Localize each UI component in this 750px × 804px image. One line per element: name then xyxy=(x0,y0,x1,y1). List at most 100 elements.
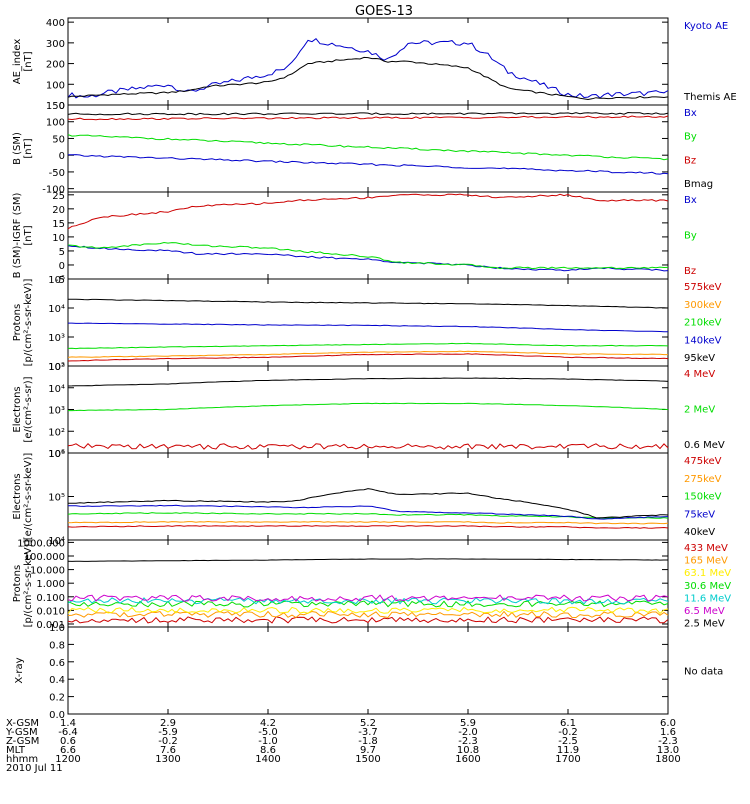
y-tick-label: 1000.000 xyxy=(17,538,65,549)
footer-row-value: 6.6 xyxy=(60,745,76,756)
footer-row-value: -1.0 xyxy=(258,736,278,747)
y-tick-label: 50 xyxy=(52,134,65,145)
footer-row-value: 13.0 xyxy=(657,745,679,756)
footer-row-label: Z-GSM xyxy=(6,736,39,747)
series-line-6-5-mev xyxy=(67,594,669,602)
footer-row-value: 1.4 xyxy=(60,718,76,729)
series-line-275kev xyxy=(67,520,669,525)
legend-label: 433 MeV xyxy=(684,543,728,554)
footer-row-value: 5.9 xyxy=(460,718,476,729)
y-axis-label: Electrons xyxy=(12,473,23,519)
y-tick-label: 10⁵ xyxy=(48,275,65,286)
panel-2: -100 -50 0 50 100 150 B (SM) [nT] Bx By Bz Bmag xyxy=(12,101,713,196)
legend-label: 75keV xyxy=(684,509,715,520)
footer-row-value: -5.9 xyxy=(158,727,178,738)
legend-label: 0.6 MeV xyxy=(684,440,725,451)
legend-label: 300keV xyxy=(684,300,722,311)
chart-title: GOES-13 xyxy=(355,4,413,19)
footer-row-value: 1400 xyxy=(255,754,280,765)
y-axis-label: X-ray xyxy=(14,657,25,683)
panel-5: 10¹ 10² 10³ 10⁴ 10⁵ Electrons [e/(cm²-s-sr)] 4 … xyxy=(12,362,725,460)
y-tick-label: 10⁵ xyxy=(48,362,65,373)
footer-row-label: hhmm xyxy=(6,754,38,765)
series-line-433-mev xyxy=(67,616,669,624)
panel-6: 10⁴ 10⁵ 10⁶ Electrons [e/(cm²-s-sr-keV)] 475k… xyxy=(12,449,722,547)
y-axis-label: [p/(cm²-s-sr-keV)] xyxy=(23,279,34,367)
y-tick-label: 0.8 xyxy=(49,640,65,651)
legend-label: 210keV xyxy=(684,318,722,329)
series-line-by xyxy=(67,134,669,161)
legend-label: 2 MeV xyxy=(684,405,715,416)
y-tick-label: 0 xyxy=(59,261,65,272)
footer-row-value: 8.6 xyxy=(260,745,276,756)
y-tick-label: 0.100 xyxy=(36,593,65,604)
y-tick-label: 400 xyxy=(46,18,65,29)
legend-label: Kyoto AE xyxy=(684,21,728,32)
footer-row-value: -2.3 xyxy=(658,736,678,747)
footer-row-label: Y-GSM xyxy=(5,727,38,738)
footer-row-value: 1600 xyxy=(455,754,480,765)
series-line-bz xyxy=(67,115,669,121)
no-data-note: No data xyxy=(684,667,723,678)
y-axis-label: [nT] xyxy=(23,225,34,245)
y-tick-label: 10¹ xyxy=(48,449,65,460)
legend-label: 140keV xyxy=(684,335,722,346)
footer-row-value: -0.2 xyxy=(158,736,178,747)
footer-row-label: MLT xyxy=(6,745,26,756)
y-tick-label: -100 xyxy=(42,185,65,196)
y-tick-label: -50 xyxy=(49,168,65,179)
y-axis-label: [p/(cm²-s-sr-keV)] xyxy=(23,540,34,628)
panel-1: 0 100 200 300 400 AE_index [nT] Kyoto AE Themis … xyxy=(12,17,737,112)
y-tick-label: 10⁴ xyxy=(48,384,65,395)
y-tick-label: 5 xyxy=(59,247,65,258)
series-line-95kev xyxy=(67,298,669,309)
footer-row-value: 0.6 xyxy=(60,736,76,747)
y-tick-label: 1.000 xyxy=(36,579,65,590)
footer-row-value: -1.8 xyxy=(358,736,378,747)
legend-label: By xyxy=(684,231,697,242)
footer-row-value: -5.0 xyxy=(258,727,278,738)
panel-frame xyxy=(67,191,669,280)
panel-8: 0.0 0.2 0.4 0.6 0.8 1.0 X-ray No data xyxy=(14,623,723,721)
legend-label: 95keV xyxy=(684,353,715,364)
footer-row-value: 1300 xyxy=(155,754,180,765)
y-tick-label: 300 xyxy=(46,39,65,50)
footer-row-value: 6.1 xyxy=(560,718,576,729)
legend-label: 575keV xyxy=(684,282,722,293)
legend-label: 275keV xyxy=(684,474,722,485)
y-tick-label: 0.6 xyxy=(49,658,65,669)
legend-label: 30.6 MeV xyxy=(684,581,731,592)
panel-3: -5 0 5 10 15 20 25 B (SM)-IGRF (SM) [nT] Bx By Bz xyxy=(12,191,697,286)
series-line-210kev xyxy=(67,342,669,350)
y-tick-label: 10 xyxy=(52,233,65,244)
series-line-0-6-mev xyxy=(67,377,669,387)
y-axis-label: AE_index xyxy=(12,39,23,85)
legend-label: 11.6 MeV xyxy=(684,593,731,604)
y-axis-label: [nT] xyxy=(23,138,34,158)
series-line-575kev xyxy=(67,353,669,362)
y-tick-label: 10⁴ xyxy=(48,536,65,547)
footer-row-value: 2.9 xyxy=(160,718,176,729)
footer-row-value: -6.4 xyxy=(58,727,78,738)
legend-label: 63.1 MeV xyxy=(684,568,731,579)
series-line-2-mev xyxy=(68,402,669,412)
legend-label: Bx xyxy=(684,195,697,206)
footer-date: 2010 Jul 11 xyxy=(6,763,63,774)
legend-label: 40keV xyxy=(684,527,715,538)
series-line-2-5-mev xyxy=(67,558,668,562)
y-axis-label: Electrons xyxy=(12,386,23,432)
y-axis-label: [e/(cm²-s-sr-keV)] xyxy=(23,453,34,541)
footer-row-value: -2.0 xyxy=(458,727,478,738)
footer-row-value: -0.2 xyxy=(558,727,578,738)
panel-frame xyxy=(67,278,669,367)
series-line-300kev xyxy=(67,350,668,358)
y-axis-label: B (SM)-IGRF (SM) xyxy=(12,193,23,279)
y-tick-label: 0.4 xyxy=(49,675,65,686)
legend-label: 150keV xyxy=(684,492,722,503)
footer-row-value: 1.6 xyxy=(660,727,676,738)
y-tick-label: 10.000 xyxy=(30,566,65,577)
series-line-4-mev xyxy=(67,442,669,450)
